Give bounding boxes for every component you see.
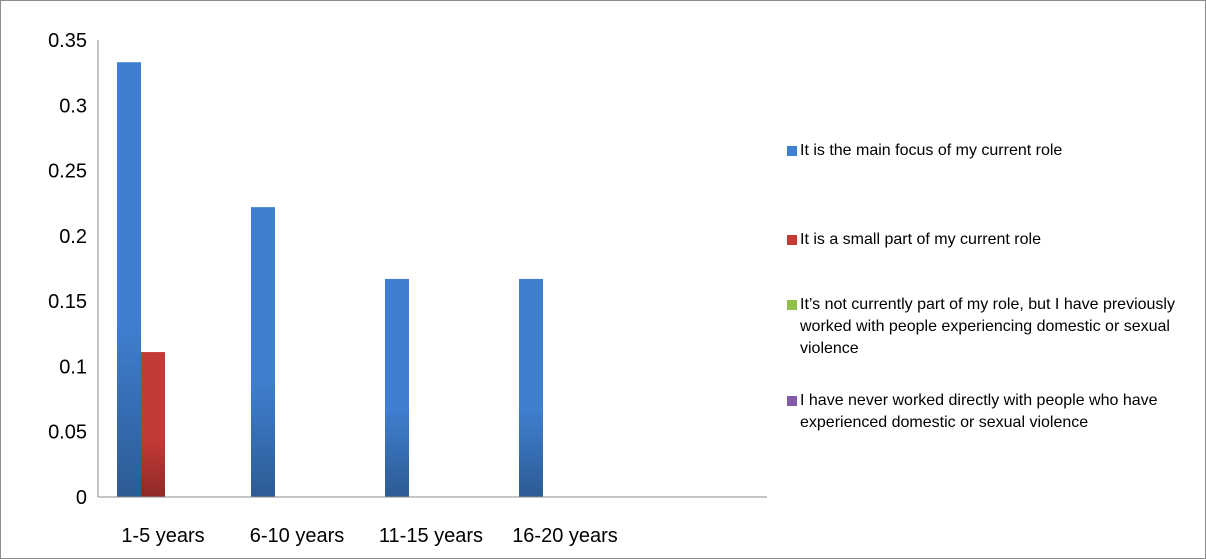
legend-label-previously-worked: It’s not currently part of my role, but …	[800, 296, 1175, 357]
x-tick-label: 6-10 years	[250, 525, 345, 547]
legend-swatch-never-worked	[787, 396, 797, 406]
bar	[117, 62, 141, 497]
legend-swatch-previously-worked	[787, 300, 797, 310]
x-axis-ticks: 1-5 years 6-10 years 11-15 years 16-20 year…	[121, 525, 618, 547]
bar	[385, 278, 409, 497]
x-tick-label: 16-20 years	[512, 525, 618, 547]
x-tick-label: 1-5 years	[121, 525, 204, 547]
y-tick-label: 0	[76, 487, 87, 509]
y-tick-label: 0.1	[59, 356, 87, 378]
x-tick-label: 11-15 years	[379, 525, 483, 547]
y-tick-label: 0.2	[59, 226, 87, 248]
y-tick-label: 0.05	[48, 422, 87, 444]
y-tick-label: 0.3	[59, 95, 87, 117]
y-tick-label: 0.25	[48, 161, 87, 183]
legend-swatch-small-part	[787, 235, 797, 245]
axes	[97, 40, 767, 498]
legend-swatch-main-focus	[787, 146, 797, 156]
bar	[141, 352, 165, 497]
bar	[519, 278, 543, 497]
legend-label-main-focus: It is the main focus of my current role	[800, 142, 1063, 159]
y-tick-label: 0.35	[48, 30, 87, 52]
bar	[251, 207, 275, 498]
legend-entry-previously-worked: It’s not currently part of my role, but …	[787, 294, 1187, 360]
y-tick-label: 0.15	[48, 291, 87, 313]
bars	[117, 62, 543, 498]
y-axis-ticks: 0 0.05 0.1 0.15 0.2 0.25 0.3 0.35	[48, 30, 87, 509]
legend-entry-never-worked: I have never worked directly with people…	[787, 390, 1187, 434]
legend-label-never-worked: I have never worked directly with people…	[800, 392, 1158, 431]
bar-chart: 0 0.05 0.1 0.15 0.2 0.25 0.3 0.35 1-5 years 6-10…	[48, 30, 767, 547]
legend-label-small-part: It is a small part of my current role	[800, 231, 1041, 248]
legend: It is the main focus of my current role …	[787, 1, 1197, 558]
legend-entry-small-part: It is a small part of my current role	[787, 229, 1187, 251]
legend-entry-main-focus: It is the main focus of my current role	[787, 140, 1187, 162]
